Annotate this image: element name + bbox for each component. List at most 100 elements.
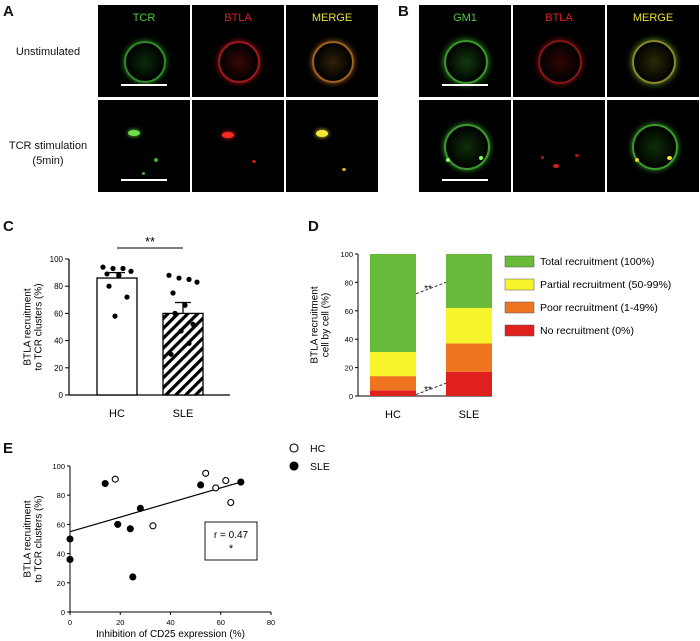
stack-segment	[370, 254, 416, 352]
spot-green	[479, 156, 483, 160]
spot-yellow	[342, 168, 346, 171]
cell-merge	[632, 40, 676, 84]
y-tick-label: 40	[345, 335, 353, 344]
y-tick-label: 80	[54, 282, 63, 291]
y-tick-label: 60	[57, 520, 65, 529]
y-tick-label: 80	[345, 278, 353, 287]
x-tick-label: SLE	[173, 408, 194, 420]
spot-green	[154, 158, 158, 162]
channel-label-btla: BTLA	[224, 12, 252, 24]
cell-green	[124, 41, 166, 83]
scale-bar	[121, 179, 167, 181]
spot-yellow	[635, 158, 639, 162]
micrograph-a-merge-unstimulated: MERGE	[286, 5, 378, 97]
chart-c: 0 20 40 60 80 100 BTLA recruitmentto TCR clust…	[23, 234, 230, 420]
data-point	[120, 265, 126, 272]
annotation-box	[204, 521, 258, 561]
correlation-label: r = 0.47	[214, 530, 249, 541]
legend-label: Partial recruitment (50-99%)	[540, 279, 671, 291]
y-tick-label: 40	[54, 337, 63, 346]
y-axis-label: BTLA recruitmentto TCR clusters (%)	[23, 283, 45, 370]
panel-letter-e: E	[3, 440, 14, 457]
y-tick-label: 80	[57, 491, 65, 500]
significance-label: *	[229, 543, 234, 555]
panel-letter-a: A	[3, 3, 14, 20]
scale-bar	[442, 84, 488, 86]
sle-point	[237, 478, 245, 486]
cell-green	[444, 124, 490, 170]
comparison-line	[415, 382, 447, 396]
y-tick-label: 0	[59, 391, 64, 400]
cluster-green	[128, 130, 140, 136]
y-tick-label: 20	[345, 364, 353, 373]
y-axis-label: BTLA recruitmentto TCR clusters (%)	[23, 495, 45, 582]
x-tick-label: 80	[267, 618, 275, 627]
micrograph-a-btla-unstimulated: BTLA	[192, 5, 284, 97]
micrograph-a-tcr-stimulated	[98, 100, 190, 192]
chart-e: 0 20 40 60 80 100 0 20 40 60 80 BTLA recruitmentto …	[23, 443, 330, 640]
data-point	[170, 290, 176, 296]
stack-segment	[370, 376, 416, 391]
legend-label: Total recruitment (100%)	[540, 256, 654, 268]
sle-point	[126, 525, 134, 533]
micrograph-a-btla-stimulated	[192, 100, 284, 192]
data-point	[104, 271, 110, 277]
channel-label-merge: MERGE	[311, 12, 353, 24]
spot-red	[252, 160, 256, 163]
hc-point	[212, 484, 220, 492]
cell-merge	[312, 41, 354, 83]
micrograph-b-gm1-unstimulated: GM1	[419, 5, 511, 97]
legend-swatch	[504, 301, 535, 314]
channel-label-tcr: TCR	[132, 12, 156, 24]
cell-red	[218, 41, 260, 83]
cluster-yellow	[316, 130, 328, 137]
data-point	[190, 321, 196, 327]
sle-point	[197, 481, 205, 489]
data-point	[100, 264, 106, 270]
y-tick-label: 60	[345, 307, 353, 316]
significance-label: **	[424, 385, 432, 396]
data-point	[186, 276, 192, 282]
data-point	[112, 313, 118, 319]
y-tick-label: 0	[61, 608, 65, 617]
spot-red	[575, 154, 579, 157]
x-tick-label: 60	[217, 618, 225, 627]
y-tick-label: 20	[54, 364, 63, 373]
sle-point	[129, 573, 137, 581]
data-point	[172, 310, 178, 316]
bar-hc	[96, 277, 138, 396]
y-tick-label: 0	[349, 392, 353, 401]
legend-marker	[289, 461, 299, 471]
y-axis-label: BTLA recruitmentcell by cell (%)	[310, 286, 332, 363]
micrograph-b-gm1-stimulated	[419, 100, 511, 192]
hc-point	[111, 475, 119, 483]
sle-point	[136, 504, 144, 512]
y-tick-label: 100	[50, 255, 64, 264]
y-tick-label: 40	[57, 550, 65, 559]
x-tick-label: HC	[109, 408, 125, 420]
legend-label: No recruitment (0%)	[540, 325, 634, 337]
sle-point	[114, 520, 122, 528]
data-point	[186, 340, 192, 346]
cell-red	[538, 40, 582, 84]
data-point	[128, 268, 134, 274]
row-label-tcr-stimulation: TCR stimulation (5min)	[8, 140, 88, 167]
panel-letter-d: D	[308, 218, 319, 235]
x-axis-label: Inhibition of CD25 expression (%)	[96, 629, 245, 640]
legend-marker	[289, 443, 299, 453]
cell-merge	[632, 124, 678, 170]
sle-point	[66, 535, 74, 543]
micrograph-b-merge-unstimulated: MERGE	[607, 5, 699, 97]
channel-label-gm1: GM1	[453, 12, 477, 24]
spot-green	[446, 158, 450, 162]
data-point	[124, 294, 130, 300]
panel-letter-c: C	[3, 218, 14, 235]
stack-segment	[446, 307, 492, 344]
y-tick-label: 60	[54, 309, 63, 318]
spot-red	[553, 164, 559, 168]
spot-red	[541, 156, 544, 159]
x-tick-label: 20	[116, 618, 124, 627]
data-point	[166, 272, 172, 278]
stack-segment	[370, 390, 416, 396]
data-point	[178, 328, 184, 334]
